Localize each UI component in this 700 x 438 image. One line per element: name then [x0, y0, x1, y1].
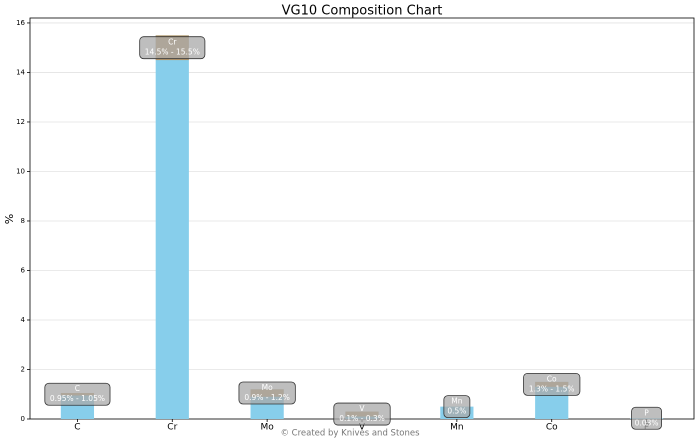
label-box: [139, 36, 206, 60]
y-tick-label: 14: [16, 68, 25, 76]
y-tick-label: 8: [21, 217, 25, 225]
label-name: P: [644, 408, 649, 417]
y-tick-label: 12: [16, 118, 25, 126]
label-name: C: [75, 384, 80, 393]
x-tick-label: Mo: [261, 423, 275, 433]
y-axis-label: %: [3, 214, 16, 224]
chart-title: VG10 Composition Chart: [282, 4, 443, 19]
value-label: 0.95% - 1.05%: [50, 394, 105, 403]
label-name: Co: [547, 374, 557, 383]
label-box: [443, 395, 471, 419]
x-tick-label: V: [359, 423, 366, 433]
y-tick-label: 6: [21, 266, 26, 274]
value-label: 0.1% - 0.3%: [339, 414, 385, 423]
x-tick-label: Co: [546, 423, 558, 433]
label-name: Cr: [168, 38, 177, 47]
value-label: 0.9% - 1.2%: [244, 393, 290, 402]
footer: © Created by Knives and Stones: [280, 429, 420, 438]
label-name: Mn: [451, 397, 462, 406]
label-box: [44, 382, 111, 406]
y-tick-label: 0: [21, 415, 25, 423]
y-tick-label: 2: [21, 365, 25, 373]
x-tick-label: C: [74, 423, 80, 433]
y-tick-label: 10: [16, 167, 25, 175]
x-tick-label: Mn: [450, 423, 463, 433]
x-tick-label: Cr: [167, 423, 177, 433]
bar: [155, 35, 189, 420]
value-label: 1.3% - 1.5%: [529, 384, 575, 393]
label-box: [238, 381, 296, 405]
value-label: 0.03%: [635, 418, 659, 427]
label-name: V: [359, 404, 365, 413]
value-label: 14.5% - 15.5%: [145, 48, 200, 57]
label-name: Mo: [262, 383, 273, 392]
y-tick-label: 16: [16, 19, 25, 27]
plot-frame: [29, 17, 695, 420]
label-box: [333, 402, 391, 426]
label-box: [631, 406, 662, 430]
value-label: 0.5%: [447, 407, 466, 416]
y-tick-label: 4: [21, 316, 26, 324]
label-box: [523, 372, 581, 396]
